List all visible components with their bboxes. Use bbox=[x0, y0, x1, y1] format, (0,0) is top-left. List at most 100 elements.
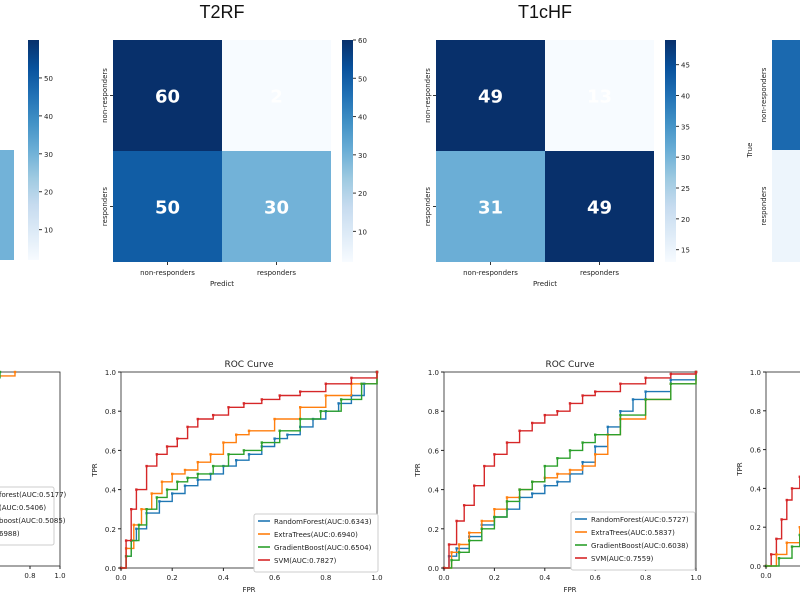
roc-point bbox=[606, 425, 609, 429]
plot-frame bbox=[120, 371, 378, 569]
cell-value-label: 49 bbox=[587, 198, 612, 219]
cell-value-label: 13 bbox=[587, 87, 612, 108]
x-tick-label: 0.8 bbox=[320, 574, 331, 582]
roc-point bbox=[556, 410, 559, 413]
roc-point bbox=[247, 429, 251, 432]
colorbar-tick-label: 10 bbox=[44, 227, 53, 235]
roc-point bbox=[186, 476, 189, 480]
roc-point bbox=[145, 508, 148, 511]
cell-value-label: 60 bbox=[155, 87, 180, 108]
colorbar-tick-label: 45 bbox=[681, 62, 690, 70]
roc-point bbox=[669, 378, 672, 382]
roc-point bbox=[594, 390, 597, 393]
roc-point bbox=[171, 492, 174, 495]
y-axis-label: TPR bbox=[736, 462, 744, 476]
roc-point bbox=[556, 480, 559, 483]
y-tick-label: 0.8 bbox=[428, 408, 439, 416]
roc-point bbox=[594, 433, 597, 436]
y-tick-label: 0.8 bbox=[750, 408, 761, 416]
roc-point bbox=[543, 484, 546, 487]
cell-value-label: 50 bbox=[155, 198, 180, 219]
roc-point bbox=[493, 515, 496, 519]
roc-point bbox=[480, 527, 483, 530]
roc-point bbox=[556, 472, 559, 476]
roc-point bbox=[286, 433, 289, 436]
y-tick-label: 0.6 bbox=[750, 447, 762, 455]
roc-point bbox=[457, 551, 461, 554]
x-tick-label: non-responders bbox=[140, 269, 195, 277]
colorbar-tick-label: 60 bbox=[358, 37, 367, 45]
roc-point bbox=[273, 437, 276, 440]
confusion-matrix-0-partial: 10 20 30 40 50 bbox=[0, 40, 53, 260]
roc-point bbox=[543, 413, 546, 417]
cell-value-label: 31 bbox=[478, 198, 503, 219]
roc-point bbox=[493, 508, 496, 511]
matrix-cell bbox=[222, 151, 331, 262]
y-tick-label: 0.6 bbox=[428, 447, 440, 455]
roc-point bbox=[247, 453, 251, 456]
roc-point bbox=[176, 480, 179, 483]
y-tick-label: 1.0 bbox=[428, 369, 439, 377]
matrix-cell bbox=[222, 40, 331, 151]
roc-point bbox=[568, 449, 572, 452]
roc-point bbox=[196, 472, 199, 476]
roc-point bbox=[235, 459, 238, 462]
legend-entry: boost(AUC:0.5085) bbox=[0, 517, 66, 525]
roc-point bbox=[531, 480, 534, 483]
x-tick-label: 0.4 bbox=[218, 574, 230, 582]
legend-box bbox=[570, 511, 696, 571]
roc-point bbox=[790, 487, 794, 490]
roc-point bbox=[260, 398, 263, 401]
confusion-matrix-1: 60 2 50 30 T2RF non-responders responders Predi… bbox=[101, 2, 367, 288]
x-tick-label: 1.0 bbox=[54, 572, 65, 580]
matrix-cell bbox=[113, 151, 222, 262]
roc-point bbox=[462, 504, 466, 507]
roc-point bbox=[798, 475, 800, 478]
roc-point bbox=[165, 488, 169, 491]
roc-point bbox=[145, 464, 148, 468]
roc-point bbox=[556, 457, 559, 460]
y-tick-label: responders bbox=[760, 186, 768, 225]
roc-point bbox=[644, 398, 647, 401]
y-tick-label: 0.2 bbox=[105, 526, 116, 534]
legend-entry: RandomForest(AUC:0.6343) bbox=[274, 518, 372, 526]
chart-title: ROC Curve bbox=[224, 360, 273, 370]
x-axis-label: Predict bbox=[533, 280, 557, 288]
legend-entry: ExtraTrees(AUC:0.6940) bbox=[274, 531, 358, 539]
roc-point bbox=[669, 382, 672, 385]
roc-point bbox=[242, 402, 246, 405]
colorbar-tick-label: 15 bbox=[681, 247, 690, 255]
x-tick-label: 0.8 bbox=[640, 574, 651, 582]
roc-point bbox=[777, 557, 781, 560]
roc-point bbox=[260, 441, 263, 444]
y-axis-label: TPR bbox=[91, 463, 99, 477]
legend-entry: ExtraTrees(AUC:0.5837) bbox=[591, 529, 675, 537]
roc-line-gradientboost bbox=[444, 372, 697, 569]
colorbar-tick-label: 20 bbox=[681, 216, 690, 224]
colorbar-tick-label: 20 bbox=[358, 190, 367, 198]
x-axis-label: FPR bbox=[563, 586, 576, 594]
roc-point bbox=[694, 370, 698, 374]
matrix-cell bbox=[545, 151, 654, 262]
roc-point bbox=[770, 553, 773, 556]
roc-point bbox=[339, 398, 343, 401]
roc-point bbox=[227, 406, 230, 409]
roc-point bbox=[227, 453, 230, 456]
roc-chart-5: ROC Curve 0.0 0.2 0.4 0.6 0.8 1.0 FPR 0.0 0.2 0.4 0… bbox=[91, 360, 383, 594]
roc-point bbox=[155, 453, 159, 456]
roc-point bbox=[619, 410, 622, 413]
y-axis-label: TPR bbox=[414, 463, 422, 477]
roc-point bbox=[273, 417, 276, 421]
chart-title: ROC Curve bbox=[545, 360, 594, 370]
roc-point bbox=[493, 453, 496, 456]
roc-point bbox=[299, 406, 302, 409]
x-tick-label: responders bbox=[257, 269, 296, 277]
y-tick-label: 0.2 bbox=[428, 526, 439, 534]
colorbar-tick-label: 30 bbox=[358, 152, 367, 160]
legend-entry: GradientBoost(AUC:0.6038) bbox=[591, 542, 689, 550]
y-tick-label: 0.8 bbox=[105, 408, 116, 416]
roc-point bbox=[531, 421, 534, 425]
roc-point bbox=[160, 480, 164, 483]
roc-point bbox=[324, 382, 327, 385]
